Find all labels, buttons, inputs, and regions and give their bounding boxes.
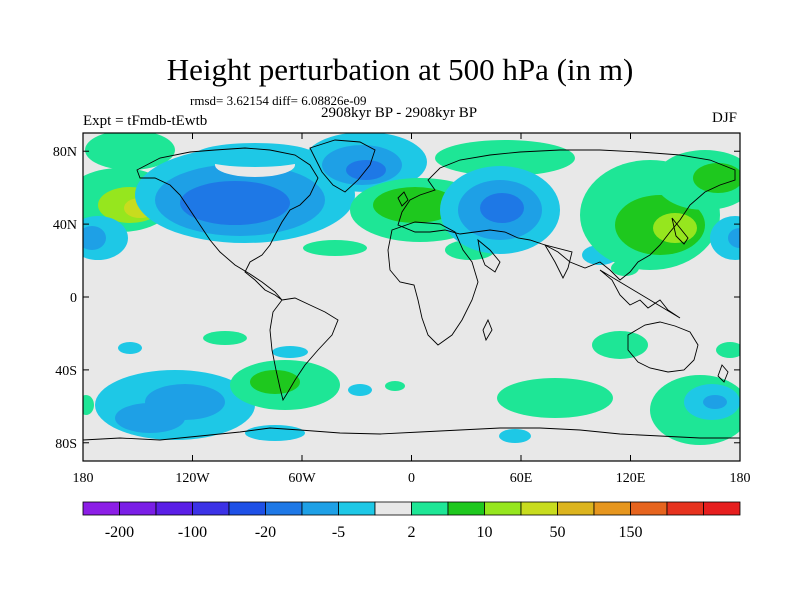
coast-australia <box>627 321 699 373</box>
colorbar-labels: -200 -100 -20 -5 2 10 50 150 <box>105 524 643 541</box>
longitude-ticks: 180 120W 60W 0 60E 120E 180 <box>73 133 751 486</box>
contour-region <box>303 240 367 256</box>
coast-madagascar <box>482 318 493 342</box>
colorbar-swatch <box>155 501 193 516</box>
colorbar-swatch <box>265 501 303 516</box>
colorbar-swatch <box>447 501 485 516</box>
colorbar-label: -100 <box>178 524 207 541</box>
colorbar-swatch <box>301 501 339 516</box>
colorbar-label: 50 <box>550 524 566 541</box>
colorbar-swatch <box>557 501 595 516</box>
lon-tick-label: 180 <box>730 471 751 486</box>
colorbar-swatch <box>192 501 230 516</box>
colorbar <box>82 501 741 516</box>
colorbar-swatch <box>119 501 157 516</box>
lat-tick-label: 0 <box>70 291 77 306</box>
contour-region <box>728 228 740 248</box>
coast-new-zealand <box>717 364 729 383</box>
lon-tick-label: 60E <box>510 471 533 486</box>
contour-region <box>83 226 106 250</box>
colorbar-swatch <box>82 501 120 516</box>
contour-region <box>693 163 740 193</box>
colorbar-label: -200 <box>105 524 134 541</box>
coast-arabia-india <box>477 238 573 280</box>
colorbar-swatch <box>228 501 266 516</box>
coast-se-asia <box>599 269 681 319</box>
coast-north-america <box>136 147 319 301</box>
colorbar-label: 2 <box>408 524 416 541</box>
colorbar-swatch <box>630 501 668 516</box>
coast-greenland <box>309 139 376 193</box>
contour-region <box>83 395 94 415</box>
contour-region <box>497 378 613 418</box>
colorbar-swatch <box>338 501 376 516</box>
lon-tick-label: 180 <box>73 471 94 486</box>
contour-region <box>499 429 531 443</box>
contour-region <box>611 260 639 276</box>
contour-region <box>716 342 740 358</box>
coast-south-america <box>269 297 339 402</box>
lon-tick-label: 0 <box>408 471 415 486</box>
lat-tick-label: 80N <box>53 145 77 160</box>
contour-region <box>373 187 457 223</box>
coast-japan <box>671 217 689 245</box>
contour-region <box>250 370 300 394</box>
season-label: DJF <box>712 110 738 126</box>
colorbar-swatch <box>374 501 412 516</box>
contour-region <box>710 216 740 260</box>
colorbar-label: -5 <box>332 524 345 541</box>
colorbar-swatch <box>703 501 741 516</box>
contour-region <box>203 331 247 345</box>
contour-region <box>85 133 175 170</box>
map-title: Height perturbation at 500 hPa (in m) <box>166 52 634 87</box>
lon-tick-label: 120W <box>175 471 210 486</box>
rmsd-diff-text: rmsd= 3.62154 diff= 6.08826e-09 <box>190 93 367 108</box>
coast-antarctica <box>83 427 740 441</box>
colorbar-swatch <box>593 501 631 516</box>
contour-region <box>118 342 142 354</box>
contour-region <box>180 181 290 225</box>
contour-region <box>592 331 648 359</box>
contour-fills <box>83 133 740 445</box>
coast-africa <box>387 221 479 346</box>
experiment-label: Expt = tFmdb-tEwtb <box>83 113 208 129</box>
contour-region <box>115 403 185 433</box>
coast-british-isles <box>397 191 409 207</box>
coastlines <box>83 139 740 441</box>
contour-region <box>480 193 524 223</box>
lon-tick-label: 60W <box>288 471 316 486</box>
coast-eurasia <box>397 149 736 281</box>
contour-region <box>272 346 308 358</box>
lat-tick-label: 40N <box>53 218 77 233</box>
colorbar-swatch <box>666 501 704 516</box>
colorbar-label: 150 <box>619 524 643 541</box>
colorbar-label: 10 <box>477 524 493 541</box>
colorbar-swatch <box>484 501 522 516</box>
contour-region <box>348 384 372 396</box>
contour-region <box>195 143 315 167</box>
colorbar-swatch <box>520 501 558 516</box>
latitude-ticks: 80N 40N 0 40S 80S <box>53 145 740 452</box>
contour-region <box>385 381 405 391</box>
lat-tick-label: 80S <box>55 437 77 452</box>
contour-region <box>435 140 575 176</box>
contour-region <box>653 213 697 243</box>
lat-tick-label: 40S <box>55 364 77 379</box>
period-label: 2908kyr BP - 2908kyr BP <box>321 105 478 121</box>
lon-tick-label: 120E <box>616 471 646 486</box>
colorbar-swatch <box>411 501 449 516</box>
colorbar-label: -20 <box>255 524 276 541</box>
contour-region <box>703 395 727 409</box>
contour-region <box>245 425 305 441</box>
